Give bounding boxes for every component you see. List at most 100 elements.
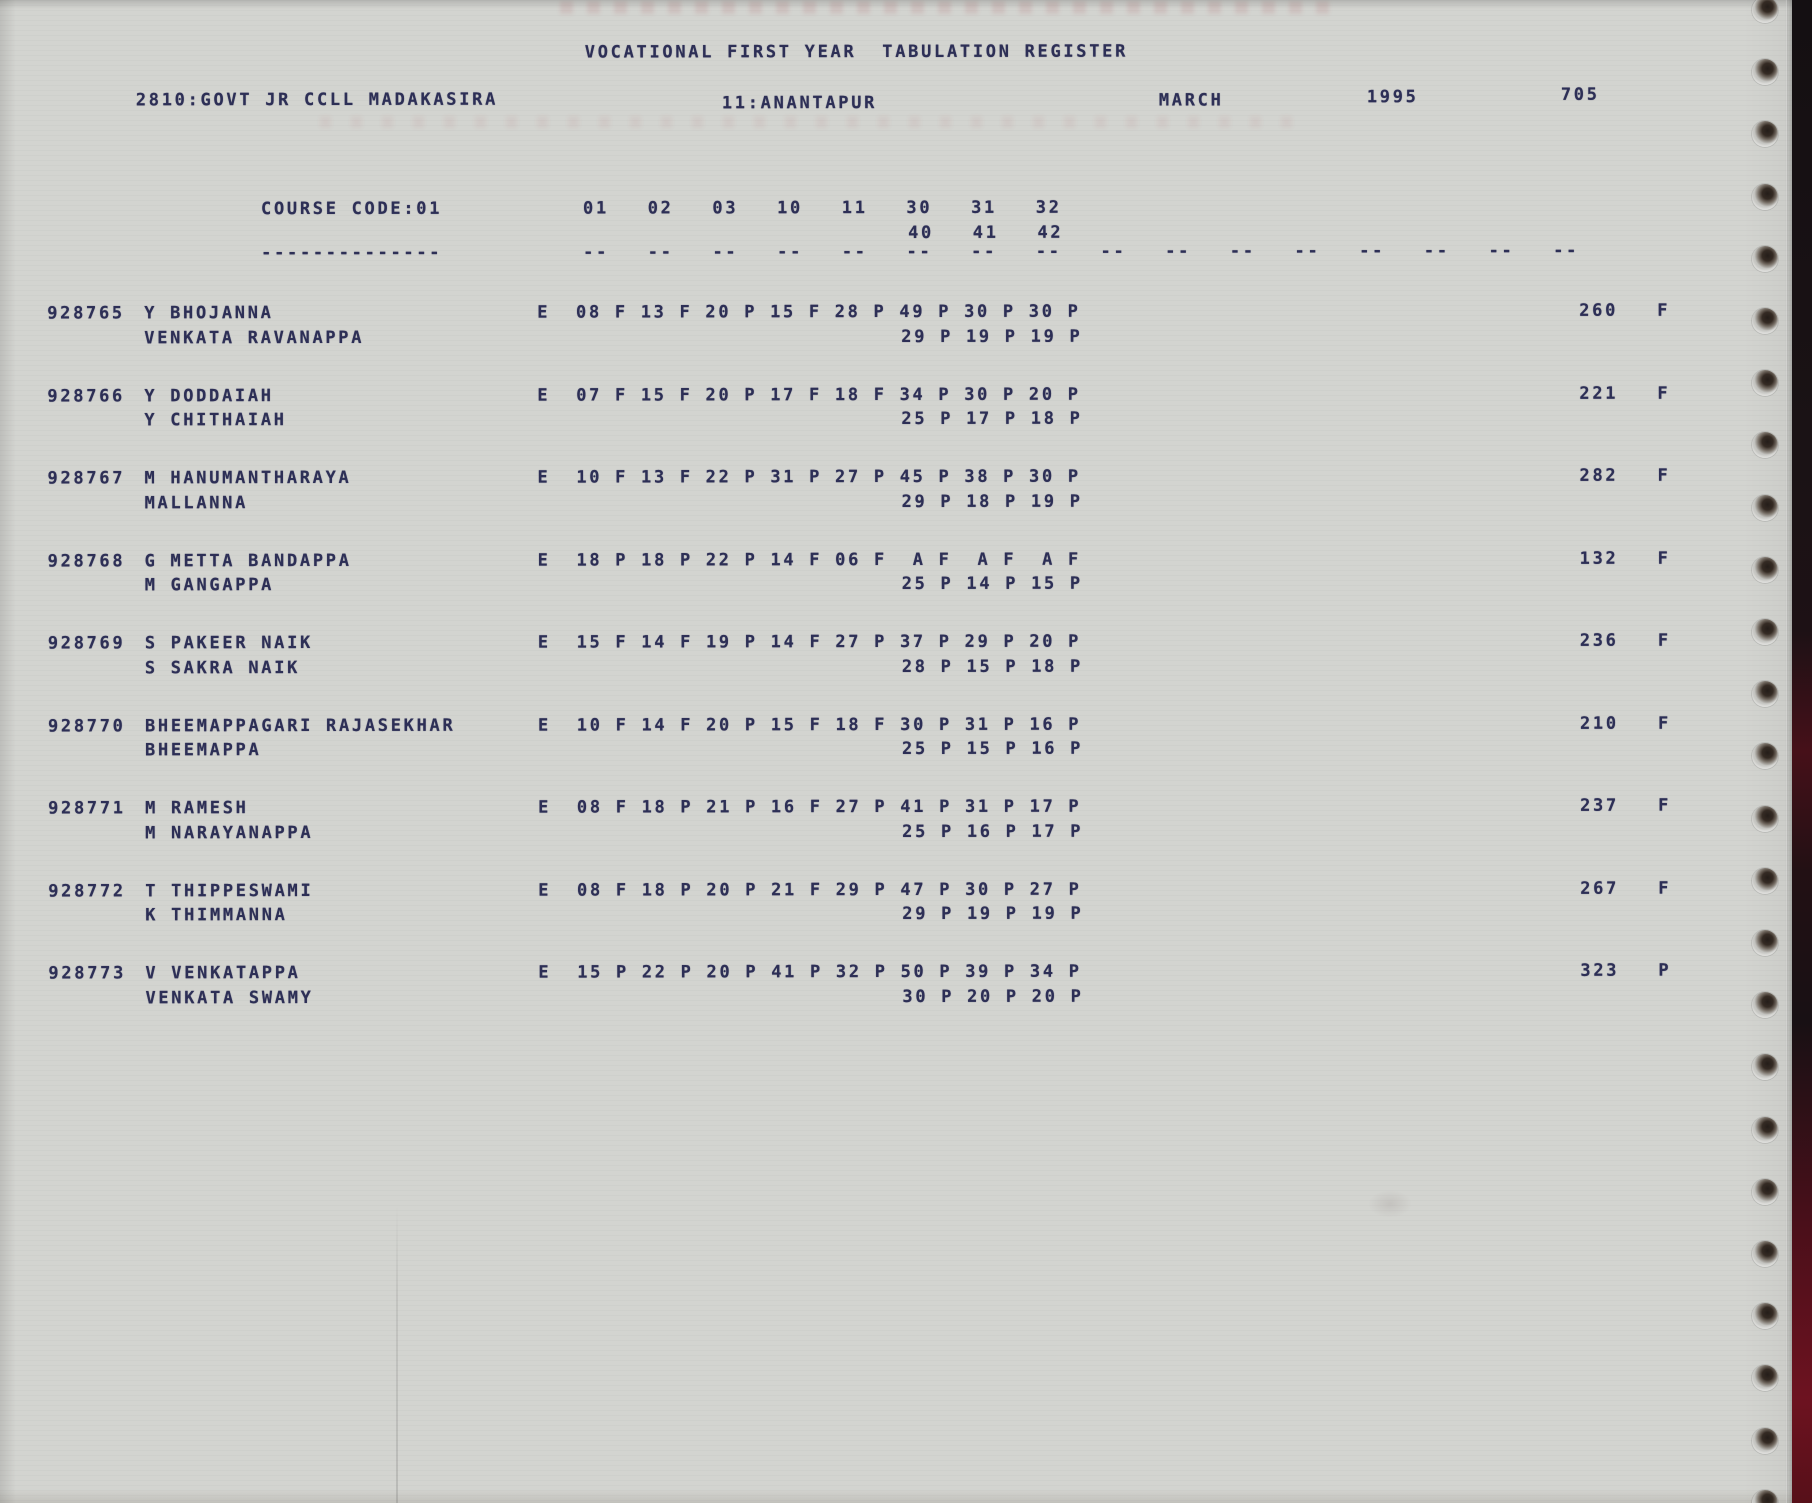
marks-line-2: 25 P 15 P 16 P bbox=[901, 738, 1084, 760]
table-row: 928771 M RAMESH M NARAYANAPPA E 08 F 18 … bbox=[0, 793, 1812, 879]
register-number: 928767 bbox=[47, 468, 126, 489]
marks-line-2: 25 P 17 P 18 P bbox=[901, 408, 1083, 430]
punch-hole bbox=[1752, 59, 1778, 86]
marks-line-1: E 08 F 13 F 20 P 15 F 28 P 49 P 30 P 30 … bbox=[537, 301, 1081, 323]
register-number: 928768 bbox=[47, 550, 126, 571]
parent-name: Y CHITHAIAH bbox=[144, 410, 287, 431]
punch-hole bbox=[1752, 743, 1778, 770]
register-number: 928771 bbox=[48, 798, 126, 819]
total-marks: 282 bbox=[1579, 465, 1619, 486]
table-row: 928765 Y BHOJANNA VENKATA RAVANAPPA E 08… bbox=[0, 298, 1811, 384]
punch-hole bbox=[1752, 805, 1778, 832]
result-flag: F bbox=[1658, 795, 1672, 816]
marks-line-1: E 07 F 15 F 20 P 17 F 18 F 34 P 30 P 20 … bbox=[537, 384, 1081, 406]
marks-line-2: 25 P 16 P 17 P bbox=[902, 821, 1084, 842]
student-name: Y DODDAIAH bbox=[144, 385, 274, 406]
parent-name: VENKATA RAVANAPPA bbox=[144, 327, 365, 348]
student-name: S PAKEER NAIK bbox=[144, 633, 313, 654]
punch-hole bbox=[1752, 121, 1778, 148]
marks-line-2: 30 P 20 P 20 P bbox=[902, 986, 1084, 1007]
student-name: BHEEMAPPAGARI RAJASEKHAR bbox=[144, 715, 456, 736]
marks-line-2: 25 P 14 P 15 P bbox=[901, 573, 1083, 595]
punch-hole bbox=[1752, 1427, 1778, 1454]
punch-hole bbox=[1752, 1303, 1778, 1330]
punch-hole bbox=[1752, 0, 1778, 23]
punch-hole bbox=[1752, 183, 1778, 210]
marks-line-2: 29 P 18 P 19 P bbox=[901, 491, 1083, 512]
table-row: 928766 Y DODDAIAH Y CHITHAIAH E 07 F 15 … bbox=[0, 381, 1811, 467]
result-flag: F bbox=[1657, 713, 1671, 734]
result-flag: F bbox=[1657, 300, 1671, 321]
student-name: Y BHOJANNA bbox=[144, 303, 274, 324]
result-flag: F bbox=[1657, 630, 1671, 651]
table-row: 928772 T THIPPESWAMI K THIMMANNA E 08 F … bbox=[0, 876, 1812, 962]
marks-line-1: E 15 P 22 P 20 P 41 P 32 P 50 P 39 P 34 … bbox=[538, 961, 1082, 983]
ink-showthrough bbox=[320, 116, 1300, 128]
result-flag: F bbox=[1657, 465, 1671, 486]
result-flag: F bbox=[1658, 878, 1672, 899]
student-name: M RAMESH bbox=[145, 798, 249, 819]
table-row: 928773 V VENKATAPPA VENKATA SWAMY E 15 P… bbox=[0, 958, 1812, 1044]
punch-hole bbox=[1752, 308, 1778, 334]
paper-crease bbox=[396, 1205, 398, 1503]
marks-line-1: E 15 F 14 F 19 P 14 F 27 P 37 P 29 P 20 … bbox=[537, 631, 1082, 653]
parent-name: VENKATA SWAMY bbox=[145, 987, 314, 1008]
marks-line-1: E 08 F 18 P 20 P 21 F 29 P 47 P 30 P 27 … bbox=[538, 879, 1082, 901]
total-marks: 237 bbox=[1580, 795, 1619, 816]
perforation-crease bbox=[1785, 0, 1788, 1503]
total-marks: 323 bbox=[1580, 960, 1620, 981]
total-marks: 210 bbox=[1579, 713, 1619, 734]
punch-hole bbox=[1752, 1054, 1778, 1081]
result-flag: F bbox=[1657, 548, 1671, 569]
punch-hole bbox=[1752, 1489, 1778, 1503]
punch-hole bbox=[1752, 556, 1778, 583]
total-marks: 267 bbox=[1580, 878, 1620, 899]
register-number: 928772 bbox=[48, 880, 126, 901]
punch-hole bbox=[1752, 867, 1778, 894]
table-row: 928769 S PAKEER NAIK S SAKRA NAIK E 15 F… bbox=[0, 628, 1812, 714]
register-number: 928769 bbox=[47, 633, 126, 654]
result-flag: P bbox=[1658, 960, 1672, 981]
punch-hole bbox=[1752, 930, 1778, 956]
marks-line-1: E 10 F 14 F 20 P 15 F 18 F 30 P 31 P 16 … bbox=[537, 714, 1082, 736]
punch-hole bbox=[1752, 1365, 1778, 1392]
punch-hole bbox=[1752, 1178, 1778, 1205]
parent-name: MALLANNA bbox=[144, 492, 249, 513]
marks-line-1: E 08 F 18 P 21 P 16 F 27 P 41 P 31 P 17 … bbox=[538, 796, 1082, 818]
punch-hole bbox=[1752, 992, 1778, 1019]
register-number: 928766 bbox=[47, 385, 126, 406]
binding-edge bbox=[1792, 0, 1812, 1503]
paper-smudge bbox=[1368, 1190, 1412, 1218]
student-name: T THIPPESWAMI bbox=[145, 880, 314, 901]
register-number: 928765 bbox=[47, 303, 125, 324]
ink-showthrough bbox=[560, 1, 1340, 14]
parent-name: BHEEMAPPA bbox=[144, 740, 262, 761]
student-name: V VENKATAPPA bbox=[145, 963, 301, 984]
punch-hole bbox=[1752, 494, 1778, 521]
punch-hole bbox=[1752, 681, 1778, 708]
page-edge-shadow bbox=[1786, 0, 1792, 1503]
punch-hole bbox=[1752, 245, 1778, 272]
table-row: 928770 BHEEMAPPAGARI RAJASEKHAR BHEEMAPP… bbox=[0, 711, 1812, 797]
student-name: M HANUMANTHARAYA bbox=[144, 467, 352, 489]
marks-line-2: 29 P 19 P 19 P bbox=[902, 903, 1084, 925]
total-marks: 221 bbox=[1579, 383, 1619, 404]
result-flag: F bbox=[1657, 383, 1671, 404]
table-row: 928768 G METTA BANDAPPA M GANGAPPA E 18 … bbox=[0, 546, 1812, 632]
punch-hole bbox=[1752, 619, 1778, 645]
student-name: G METTA BANDAPPA bbox=[144, 550, 352, 571]
parent-name: K THIMMANNA bbox=[145, 905, 288, 926]
punch-hole bbox=[1752, 432, 1778, 459]
punch-hole bbox=[1752, 1241, 1778, 1267]
register-number: 928773 bbox=[48, 963, 127, 984]
punch-hole bbox=[1752, 1116, 1778, 1143]
punch-hole bbox=[1752, 370, 1778, 397]
table-row: 928767 M HANUMANTHARAYA MALLANNA E 10 F … bbox=[0, 463, 1812, 549]
parent-name: M NARAYANAPPA bbox=[145, 822, 314, 843]
total-marks: 236 bbox=[1579, 630, 1619, 651]
marks-line-1: E 18 P 18 P 22 P 14 F 06 F A F A F A F bbox=[537, 549, 1081, 571]
register-number: 928770 bbox=[47, 715, 126, 736]
